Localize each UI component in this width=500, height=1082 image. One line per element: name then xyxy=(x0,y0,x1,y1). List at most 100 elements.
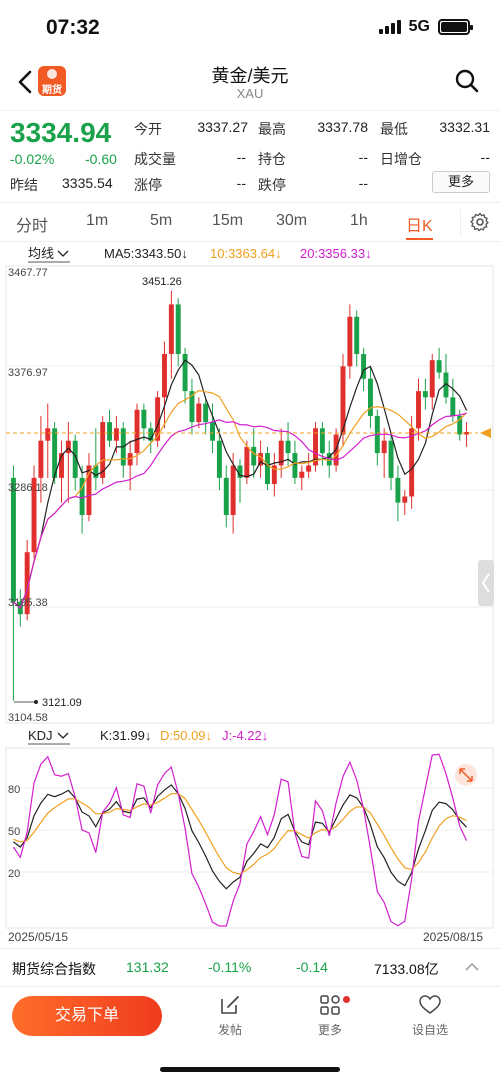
watchlist-tab[interactable]: 设自选 xyxy=(400,993,460,1038)
open-value: 3337.27 xyxy=(197,119,248,135)
tab-1m[interactable]: 1m xyxy=(86,212,109,229)
index-ticker-bar[interactable]: 期货综合指数 131.32 -0.11% -0.14 7133.08亿 xyxy=(0,948,500,986)
daily-add-value: -- xyxy=(480,149,490,165)
index-value: 131.32 xyxy=(126,959,169,975)
chevron-left-icon xyxy=(481,573,490,593)
candle-up xyxy=(113,428,119,441)
candle-up xyxy=(313,428,318,466)
chevron-down-icon xyxy=(57,250,69,257)
y-tick: 3286.18 xyxy=(8,482,48,494)
candle-up xyxy=(100,422,106,478)
y-tick: 3195.38 xyxy=(8,597,48,609)
high-marker-label: 3451.26 xyxy=(142,276,182,288)
prev-close-label: 昨结 xyxy=(10,177,38,193)
candle-up xyxy=(409,428,415,497)
heart-icon xyxy=(419,995,441,1014)
limit-up-value: -- xyxy=(236,175,246,191)
candle-up xyxy=(381,440,387,454)
status-indicators: 5G xyxy=(378,18,473,36)
kdj-d-line xyxy=(13,793,467,875)
side-panel-handle[interactable] xyxy=(478,560,494,606)
candle-down xyxy=(395,477,401,503)
tab-15m[interactable]: 15m xyxy=(212,212,244,229)
candle-up xyxy=(416,391,421,429)
candle-down xyxy=(422,391,428,398)
candle-up xyxy=(340,366,346,435)
candle-down xyxy=(189,391,195,423)
period-tabs: 分时 1m 5m 15m 30m 1h 日K xyxy=(0,202,500,242)
candle-down xyxy=(443,372,449,398)
candle-down xyxy=(107,422,113,441)
ma-indicator-button[interactable]: 均线 xyxy=(28,246,54,261)
kdj-d-label: D:50.09↓ xyxy=(160,728,212,743)
bottom-bar: 交易下单 发帖 更多 设自选 xyxy=(0,986,500,1082)
tab-1h[interactable]: 1h xyxy=(350,212,368,229)
kdj-j-label: J:-4.22↓ xyxy=(222,728,268,743)
candle-down xyxy=(141,409,147,429)
kdj-k-label: K:31.99↓ xyxy=(100,728,151,743)
kdj-indicator-button[interactable]: KDJ xyxy=(28,728,53,743)
index-turnover: 7133.08亿 xyxy=(374,961,439,977)
more-button[interactable]: 更多 xyxy=(432,171,490,193)
candle-down xyxy=(285,440,291,454)
candle-up xyxy=(31,477,37,553)
candle-up xyxy=(155,397,161,441)
date-start: 2025/05/15 xyxy=(8,930,68,944)
chevron-down-icon xyxy=(57,732,69,739)
candle-down xyxy=(182,353,188,392)
ma10-line xyxy=(12,389,468,610)
tab-daily-k[interactable]: 日K xyxy=(406,212,433,240)
network-label: 5G xyxy=(408,18,430,35)
y-tick: 3467.77 xyxy=(8,267,48,279)
page-subtitle: XAU xyxy=(236,86,264,101)
app-logo: 期货 xyxy=(38,66,66,96)
kdj-k-line xyxy=(13,784,468,890)
tab-30m[interactable]: 30m xyxy=(276,212,308,229)
open-label: 今开 xyxy=(134,121,162,137)
candle-down xyxy=(436,360,442,373)
candle-down xyxy=(210,422,216,441)
candle-up xyxy=(134,409,140,454)
gear-icon[interactable] xyxy=(470,212,490,232)
more-tab[interactable]: 更多 xyxy=(300,993,360,1038)
low-label: 最低 xyxy=(380,121,408,137)
back-icon[interactable] xyxy=(14,68,38,96)
tab-5m[interactable]: 5m xyxy=(150,212,173,229)
candle-down xyxy=(79,477,85,516)
post-tab[interactable]: 发帖 xyxy=(200,993,260,1038)
trade-order-button[interactable]: 交易下单 xyxy=(12,996,162,1036)
kdj-j-line xyxy=(12,753,468,927)
candle-down xyxy=(237,465,243,478)
index-change: -0.14 xyxy=(296,959,328,975)
candle-up xyxy=(59,453,64,478)
chart-area[interactable]: 均线 MA5:3343.50↓ 10:3363.64↓ 20:3356.33↓ … xyxy=(0,242,500,947)
candle-up xyxy=(278,440,284,466)
candle-down xyxy=(93,465,99,478)
tab-fenshi[interactable]: 分时 xyxy=(16,218,49,235)
volume-value: -- xyxy=(236,149,246,165)
high-value: 3337.78 xyxy=(317,119,368,135)
kdj-y-tick: 20 xyxy=(8,868,20,880)
notification-dot xyxy=(343,996,350,1003)
candle-up xyxy=(65,440,71,454)
candle-down xyxy=(457,415,463,435)
kdj-y-tick: 50 xyxy=(8,826,20,838)
ma20-label: 20:3356.33↓ xyxy=(300,246,372,261)
last-price: 3334.94 xyxy=(10,117,112,148)
candle-down xyxy=(361,353,367,379)
kline-chart[interactable]: 均线 MA5:3343.50↓ 10:3363.64↓ 20:3356.33↓ … xyxy=(0,242,500,947)
limit-down-label: 跌停 xyxy=(258,177,286,193)
index-change-pct: -0.11% xyxy=(208,959,252,975)
edit-icon xyxy=(221,996,239,1014)
low-marker-dot xyxy=(34,700,38,704)
chevron-up-icon[interactable] xyxy=(464,961,480,973)
ma5-label: MA5:3343.50↓ xyxy=(104,246,188,261)
volume-label: 成交量 xyxy=(134,151,176,167)
change-amount: -0.60 xyxy=(85,151,117,167)
grid-icon xyxy=(320,995,340,1015)
candle-up xyxy=(24,552,30,615)
search-icon[interactable] xyxy=(454,68,480,94)
candle-up xyxy=(402,496,408,503)
candle-down xyxy=(354,316,360,354)
y-tick: 3104.58 xyxy=(8,712,48,724)
